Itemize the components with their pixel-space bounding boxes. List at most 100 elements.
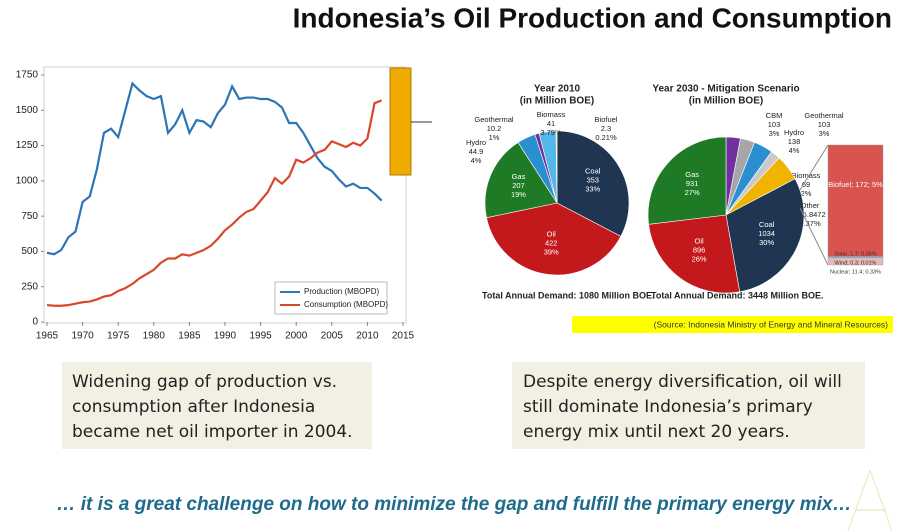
- pie-slice: [648, 214, 741, 294]
- pie-label: 422: [545, 238, 558, 247]
- pie-title: Year 2030 - Mitigation Scenario: [652, 84, 799, 95]
- pie-label: Oil: [547, 229, 557, 238]
- connector: [799, 207, 829, 266]
- pie-label: 27%: [685, 188, 700, 197]
- pie-label: 185.8472: [794, 210, 825, 219]
- pie-label: 19%: [511, 190, 526, 199]
- x-tick-label: 2005: [321, 331, 344, 342]
- line-series: [46, 81, 383, 256]
- pie-label: Biomass: [792, 171, 821, 180]
- caption-box: [512, 362, 865, 449]
- x-tick-label: 2000: [285, 331, 308, 342]
- pie-label: 896: [693, 245, 706, 254]
- pie-label: Geothermal: [474, 115, 514, 124]
- pie-label: 4%: [789, 146, 800, 155]
- x-tick-label: 1975: [107, 331, 130, 342]
- pie-label: Geothermal: [804, 111, 844, 120]
- pie-slice: [484, 142, 558, 219]
- pie-label: 41: [547, 119, 555, 128]
- pie-label: 33%: [585, 184, 600, 193]
- legend: Production (MBOPD) Consumption (MBOPD): [274, 281, 388, 315]
- caption-box: [62, 362, 372, 449]
- pie-label: CBM: [766, 111, 783, 120]
- pie-label: 10.2: [487, 124, 502, 133]
- line-series: [46, 99, 383, 307]
- pie-label: 69: [802, 180, 810, 189]
- pie-label: 1034: [758, 229, 775, 238]
- pie-label: Biomass: [537, 110, 566, 119]
- pie-slice: [556, 130, 630, 237]
- pie-label: Biofuel: [595, 115, 618, 124]
- breakdown-label: Solar; 1.7; 0.05%: [834, 251, 876, 257]
- pie-label: 103: [818, 120, 831, 129]
- connector: [799, 144, 829, 191]
- breakdown-segment: [827, 144, 884, 257]
- pie-label: 103: [768, 120, 781, 129]
- y-tick-label: 1500: [16, 105, 39, 116]
- breakdown-label: Wind; 0.3; 0.01%: [835, 260, 877, 266]
- pie-label: 207: [512, 181, 525, 190]
- x-tick-label: 1970: [71, 331, 94, 342]
- y-tick-label: 500: [21, 246, 38, 257]
- y-tick-label: 250: [21, 281, 38, 292]
- pie-label: 44.9: [469, 147, 484, 156]
- breakdown-label: Biofuel; 172; 5%: [828, 180, 883, 189]
- x-tick-label: 1965: [36, 331, 59, 342]
- pie-label: 3%: [769, 129, 780, 138]
- legend-label: Production (MBOPD): [304, 287, 379, 296]
- breakdown-label: Nuclear; 11.4; 0.33%: [830, 269, 881, 275]
- y-tick-label: 1000: [16, 175, 39, 186]
- pie-label: Other: [801, 201, 820, 210]
- pie-label: 26%: [692, 254, 707, 263]
- source-box: [572, 316, 893, 333]
- plot-area: [43, 66, 407, 324]
- pie-label: 30%: [759, 238, 774, 247]
- legend-box: [274, 281, 388, 315]
- pie-label: Hydro: [784, 128, 804, 137]
- pie-slice: [725, 178, 805, 293]
- x-tick-label: 1990: [214, 331, 237, 342]
- pie-total: Total Annual Demand: 1080 Million BOE.: [482, 290, 655, 300]
- pie-slice: [647, 136, 727, 225]
- pie-label: 4%: [471, 156, 482, 165]
- pie-label: 3.79%: [540, 128, 562, 137]
- pie-label: Oil: [694, 236, 704, 245]
- legend-label: Consumption (MBOPD): [304, 300, 388, 309]
- caption-line: became net oil importer in 2004.: [72, 422, 353, 442]
- source: (Source: Indonesia Ministry of Energy an…: [654, 319, 888, 329]
- pie-slice: [486, 202, 622, 276]
- pie-label: 1%: [489, 133, 500, 142]
- pie-label: 138: [788, 137, 801, 146]
- pie-label: 39%: [544, 247, 559, 256]
- x-tick-label: 2015: [392, 331, 415, 342]
- pie-label: Gas: [685, 170, 699, 179]
- pie-label: 931: [686, 179, 699, 188]
- y-tick-label: 750: [21, 211, 38, 222]
- y-tick-label: 1750: [16, 70, 39, 81]
- pie-label: Hydro: [466, 138, 486, 147]
- pie-label: 3%: [819, 129, 830, 138]
- pie-subtitle: (in Million BOE): [689, 96, 763, 107]
- caption-line: Despite energy diversification, oil will: [523, 372, 842, 392]
- pie-slice: [555, 130, 558, 204]
- caption-line: Widening gap of production vs.: [72, 372, 337, 392]
- pie-label: 353: [586, 175, 599, 184]
- y-tick-label: 0: [32, 317, 38, 328]
- pie-label: Gas: [512, 172, 526, 181]
- caption-line: still dominate Indonesia’s primary: [523, 397, 813, 417]
- pie-total: Total Annual Demand: 3448 Million BOE.: [651, 290, 824, 300]
- pie-label: Coal: [585, 166, 601, 175]
- pie-label: 5.37%: [799, 219, 821, 228]
- x-tick-label: 1980: [143, 331, 166, 342]
- x-tick-label: 2010: [356, 331, 379, 342]
- caption-line: energy mix until next 20 years.: [523, 422, 790, 442]
- pie-label: 0.21%: [595, 133, 617, 142]
- pie-subtitle: (in Million BOE): [520, 96, 594, 107]
- rig-decoration: [847, 469, 893, 531]
- footer: … it is a great challenge on how to mini…: [57, 494, 852, 515]
- pie-label: 2.3: [601, 124, 611, 133]
- caption-line: consumption after Indonesia: [72, 397, 315, 417]
- pie-label: 2%: [801, 189, 812, 198]
- x-tick-label: 1995: [249, 331, 272, 342]
